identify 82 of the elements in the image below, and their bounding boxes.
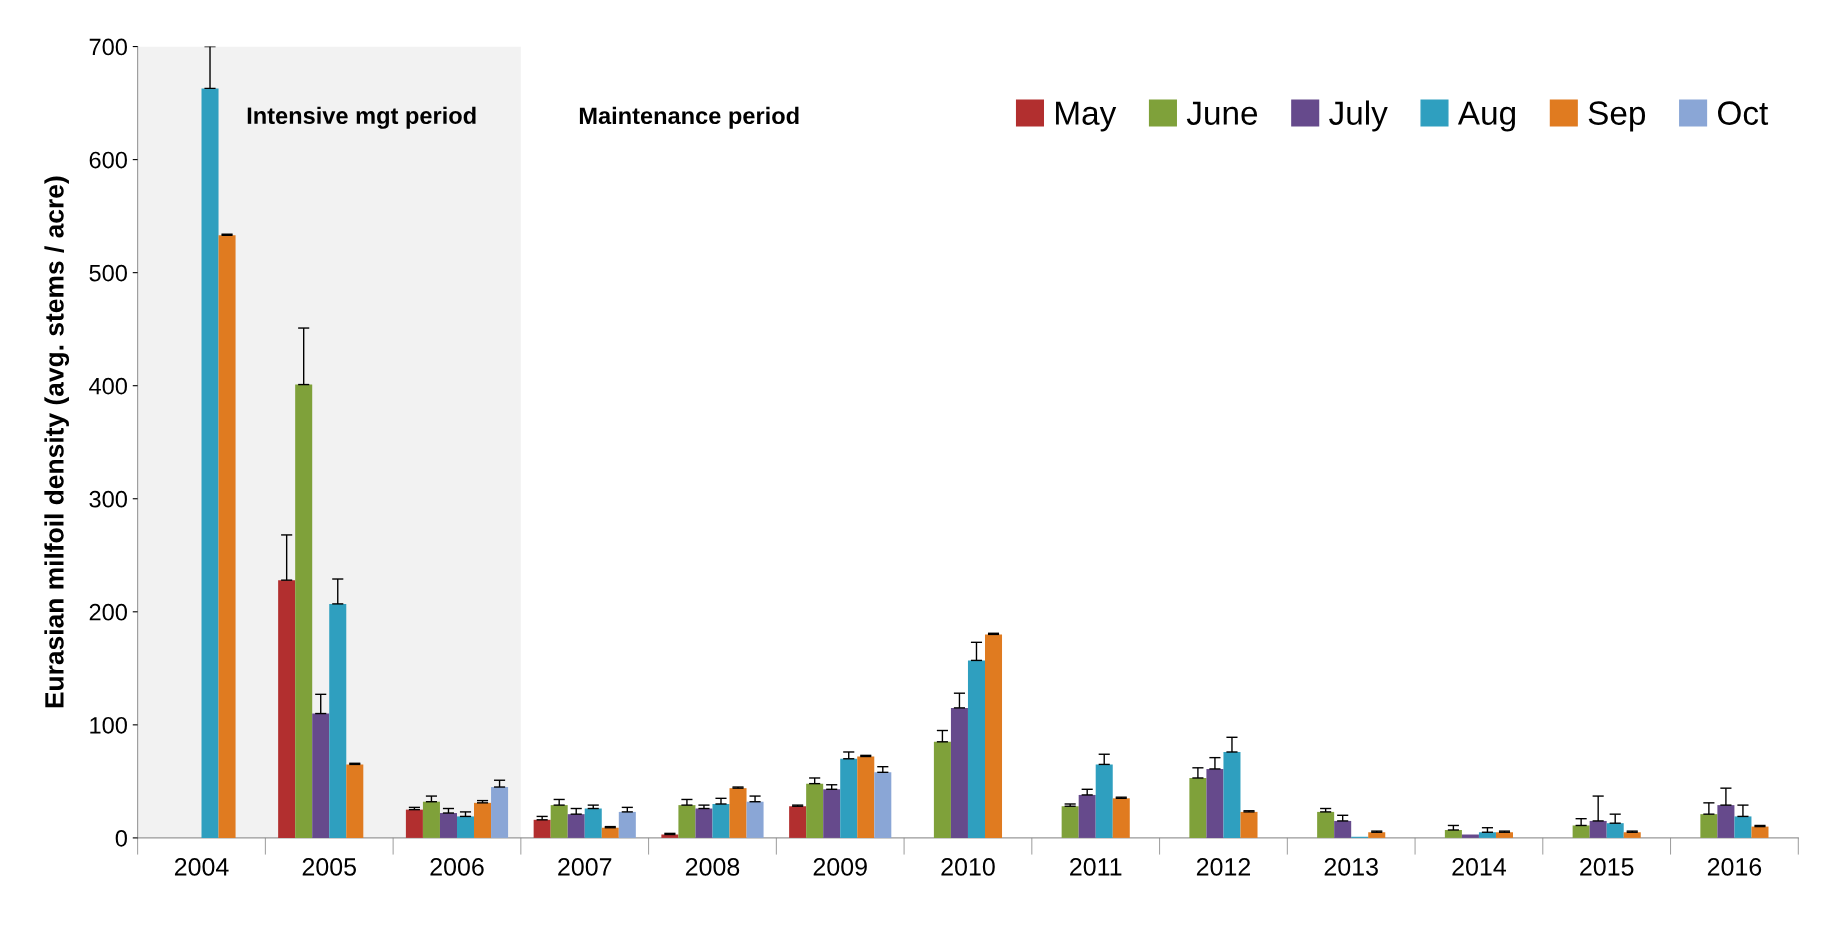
y-axis-title: Eurasian milfoil density (avg. stems / acre): [44, 176, 70, 708]
bar: [201, 88, 219, 838]
y-tick-label: 400: [89, 377, 127, 395]
bar: [729, 788, 747, 838]
bar: [405, 809, 423, 838]
bar: [857, 756, 875, 838]
bar: [985, 634, 1003, 838]
bar: [1240, 811, 1258, 838]
bar: [840, 758, 858, 838]
legend-label: Sep: [1588, 101, 1646, 132]
x-tick-label: 2007: [558, 858, 612, 876]
bar: [422, 801, 440, 838]
bar: [491, 787, 509, 838]
bar: [1223, 751, 1241, 838]
bar: [618, 811, 636, 838]
x-tick-label: 2016: [1707, 858, 1762, 876]
bar: [278, 580, 296, 838]
bar: [1589, 820, 1607, 838]
legend-label: July: [1329, 100, 1388, 132]
bar: [1095, 764, 1113, 838]
y-tick-label: 100: [90, 716, 127, 734]
bar: [806, 783, 824, 838]
bar: [1444, 829, 1462, 838]
x-tick-label: 2008: [685, 858, 740, 876]
bar: [295, 384, 313, 838]
bar: [346, 764, 364, 838]
bar: [1751, 826, 1769, 838]
x-tick-label: 2011: [1070, 858, 1122, 876]
x-tick-label: 2015: [1580, 858, 1634, 876]
bar: [456, 816, 475, 838]
y-tick-label: 0: [115, 829, 127, 847]
band-label: Intensive mgt period: [247, 106, 476, 129]
legend-label: Aug: [1457, 101, 1515, 132]
bar: [218, 235, 236, 838]
bar: [1317, 811, 1335, 838]
bar: [1189, 777, 1207, 838]
y-tick-label: 700: [89, 38, 127, 56]
bar: [695, 808, 713, 838]
bar: [1734, 816, 1752, 838]
x-tick-label: 2004: [174, 858, 229, 876]
bar: [1078, 794, 1096, 838]
bar: [550, 805, 568, 838]
x-tick-label: 2005: [302, 858, 356, 876]
legend-label: May: [1056, 101, 1117, 132]
y-tick-label: 200: [89, 603, 127, 621]
bar: [567, 814, 585, 838]
bar: [823, 789, 841, 838]
legend-label: June: [1186, 101, 1258, 125]
bar: [1606, 823, 1624, 838]
bar: [678, 805, 696, 838]
bar: [474, 802, 492, 838]
bar: [950, 707, 968, 838]
bar: [1700, 814, 1718, 838]
bar: [967, 660, 985, 838]
x-tick-label: 2012: [1196, 858, 1251, 876]
annotation: Maintenance period: [579, 106, 799, 129]
bar: [1206, 768, 1224, 838]
bar: [746, 801, 764, 838]
bar: [789, 806, 807, 838]
bar: [1334, 820, 1352, 838]
y-tick-label: 300: [89, 490, 127, 508]
bar: [439, 813, 457, 838]
y-tick-label: 500: [89, 264, 127, 282]
x-tick-label: 2009: [813, 858, 867, 876]
bar: [874, 772, 892, 838]
x-tick-label: 2010: [941, 858, 995, 876]
x-tick-label: 2014: [1452, 858, 1507, 876]
x-tick-label: 2006: [430, 858, 484, 876]
bar: [1061, 806, 1079, 838]
bar: [584, 808, 602, 838]
y-tick-label: 600: [89, 151, 127, 169]
bar: [712, 803, 730, 838]
bar: [1572, 825, 1590, 838]
bar: [601, 827, 619, 838]
bar: [533, 819, 551, 838]
bar: [1112, 798, 1130, 838]
x-tick-label: 2013: [1324, 858, 1378, 876]
bar: [329, 603, 347, 838]
bar: [933, 741, 951, 838]
bar: [1717, 805, 1735, 838]
bar: [312, 713, 330, 838]
legend-label: Oct: [1718, 101, 1769, 125]
